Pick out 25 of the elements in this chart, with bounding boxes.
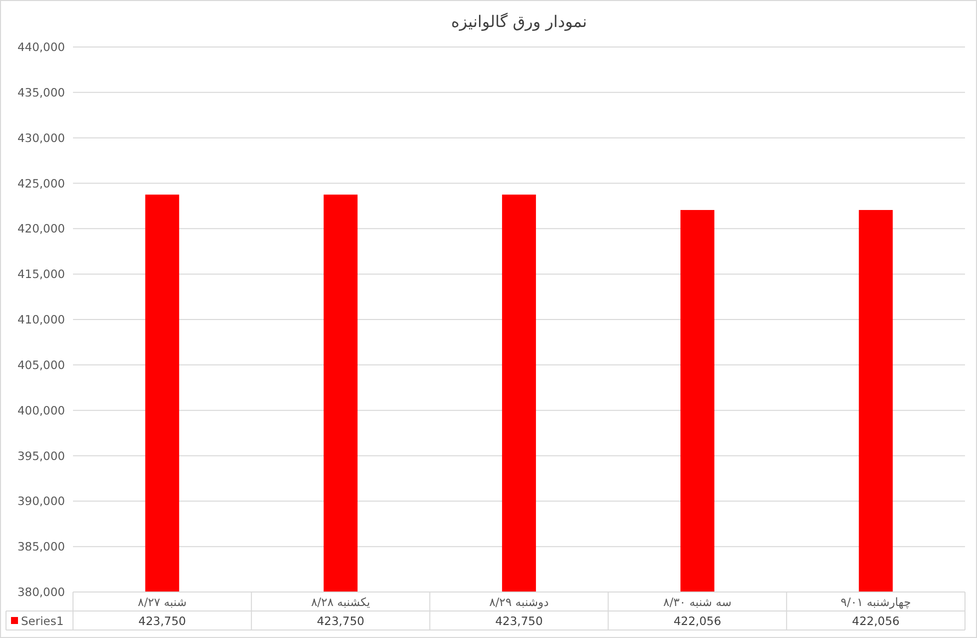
y-tick-label: 425,000 [17, 176, 65, 190]
y-tick-label: 410,000 [17, 312, 65, 326]
chart-title: نمودار ورق گالوانیزه [451, 12, 587, 31]
y-tick-label: 440,000 [17, 40, 65, 54]
data-label: 423,750 [316, 614, 364, 628]
y-tick-label: 385,000 [17, 540, 65, 554]
y-tick-label: 420,000 [17, 222, 65, 236]
data-label: 423,750 [138, 614, 186, 628]
x-tick-label: شنبه ۸/۲۷ [138, 595, 187, 609]
data-label: 422,056 [852, 614, 900, 628]
y-tick-label: 390,000 [17, 494, 65, 508]
y-tick-label: 405,000 [17, 358, 65, 372]
y-tick-label: 400,000 [17, 403, 65, 418]
y-tick-label: 395,000 [17, 448, 65, 463]
x-tick-label: یکشنبه ۸/۲۸ [311, 595, 370, 609]
data-label: 423,750 [495, 614, 543, 628]
x-tick-label: سه شنبه ۸/۳۰ [663, 595, 732, 609]
legend-label: Series1 [21, 614, 64, 628]
data-label: 422,056 [674, 614, 722, 628]
y-tick-label: 380,000 [17, 585, 65, 599]
x-tick-label: چهارشنبه ۹/۰۱ [840, 595, 911, 609]
y-tick-label: 430,000 [17, 130, 65, 145]
x-tick-label: دوشنبه ۸/۲۹ [489, 595, 549, 609]
y-tick-label: 435,000 [17, 85, 65, 100]
y-tick-label: 415,000 [17, 267, 65, 282]
